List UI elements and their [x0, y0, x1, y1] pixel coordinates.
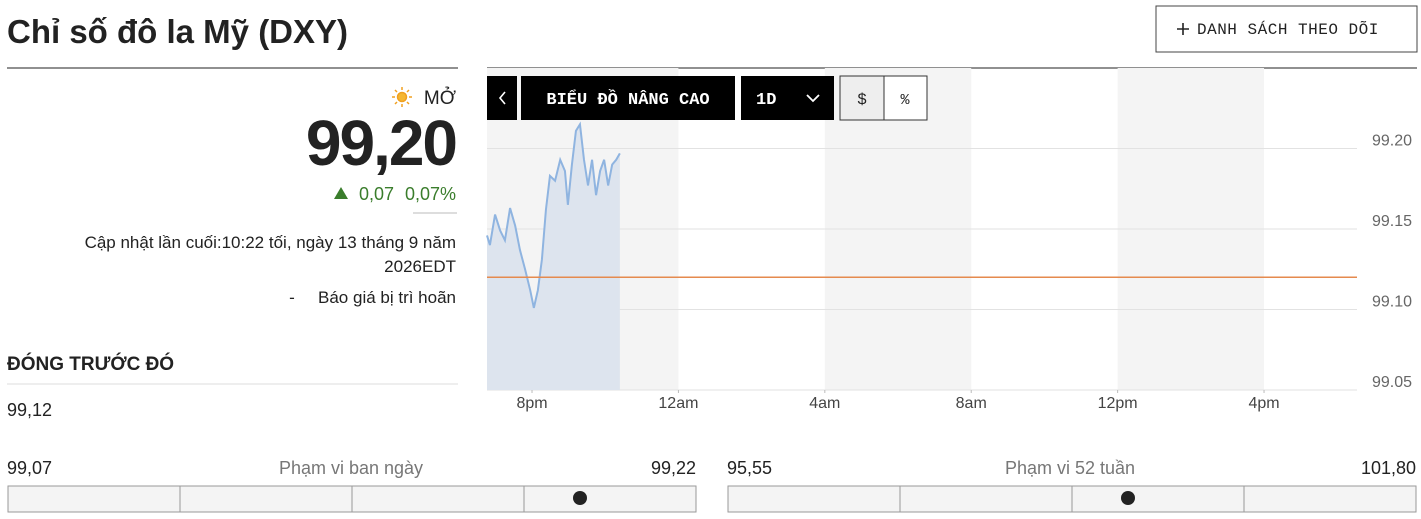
range-high: 99,22	[651, 458, 696, 478]
range-marker	[573, 491, 587, 505]
range-low: 95,55	[727, 458, 772, 478]
range-bar	[7, 485, 697, 513]
watchlist-label[interactable]: DANH SÁCH THEO DÕI	[1197, 20, 1379, 39]
watchlist-button[interactable]	[1155, 5, 1418, 53]
back-icon	[498, 91, 506, 105]
previous-close-value: 99,12	[7, 400, 52, 420]
delay-prefix: -	[289, 288, 295, 307]
range-label: Phạm vi 52 tuần	[1005, 458, 1135, 478]
back-button[interactable]	[487, 76, 517, 120]
price-line	[486, 121, 621, 309]
page-title: Chỉ số đô la Mỹ (DXY)	[7, 13, 348, 50]
range-label: Phạm vi ban ngày	[279, 458, 423, 478]
y-tick-label: 99.20	[1372, 133, 1412, 150]
chart: 99.05 99.10 99.15 99.20 8pm 12am 4am 8am 12pm 4pm	[486, 68, 1412, 412]
interval-label[interactable]: 1D	[756, 91, 776, 110]
x-tick-label: 12pm	[1098, 395, 1138, 412]
range-bar	[727, 485, 1417, 513]
currency-toggle[interactable]	[839, 75, 885, 121]
updated-time: Cập nhật lần cuối:10:22 tối, ngày 13 thá…	[85, 233, 456, 252]
delay-note: Báo giá bị trì hoãn	[318, 288, 456, 307]
change: 0,07	[359, 184, 394, 204]
market-status: MỞ	[424, 87, 456, 109]
x-tick-label: 12am	[658, 395, 698, 412]
range-low: 99,07	[7, 458, 52, 478]
x-tick-label: 8am	[956, 395, 987, 412]
advanced-chart-label[interactable]: BIỂU ĐỒ NÂNG CAO	[546, 89, 709, 110]
range-high: 101,80	[1361, 458, 1416, 478]
advanced-chart-button[interactable]	[521, 76, 735, 120]
percent-toggle[interactable]	[883, 75, 928, 121]
change-percent: 0,07%	[405, 184, 456, 204]
dropdown-icon	[806, 94, 820, 103]
y-tick-label: 99.15	[1372, 213, 1412, 230]
up-arrow	[334, 187, 348, 199]
percent-label[interactable]: %	[900, 92, 910, 109]
sun-icon	[392, 87, 412, 107]
x-tick-label: 4am	[809, 395, 840, 412]
y-tick-label: 99.05	[1372, 374, 1412, 391]
x-tick-label: 4pm	[1248, 395, 1279, 412]
price: 99,20	[306, 107, 456, 179]
plus-icon	[1177, 23, 1189, 35]
interval-dropdown[interactable]	[741, 76, 834, 120]
y-tick-label: 99.10	[1372, 294, 1412, 311]
range-marker	[1121, 491, 1135, 505]
currency-label[interactable]: $	[857, 91, 867, 109]
x-tick-label: 8pm	[516, 395, 547, 412]
area	[487, 124, 620, 390]
previous-close-label: ĐÓNG TRƯỚC ĐÓ	[7, 353, 174, 375]
updated-time: 2026EDT	[384, 257, 456, 276]
